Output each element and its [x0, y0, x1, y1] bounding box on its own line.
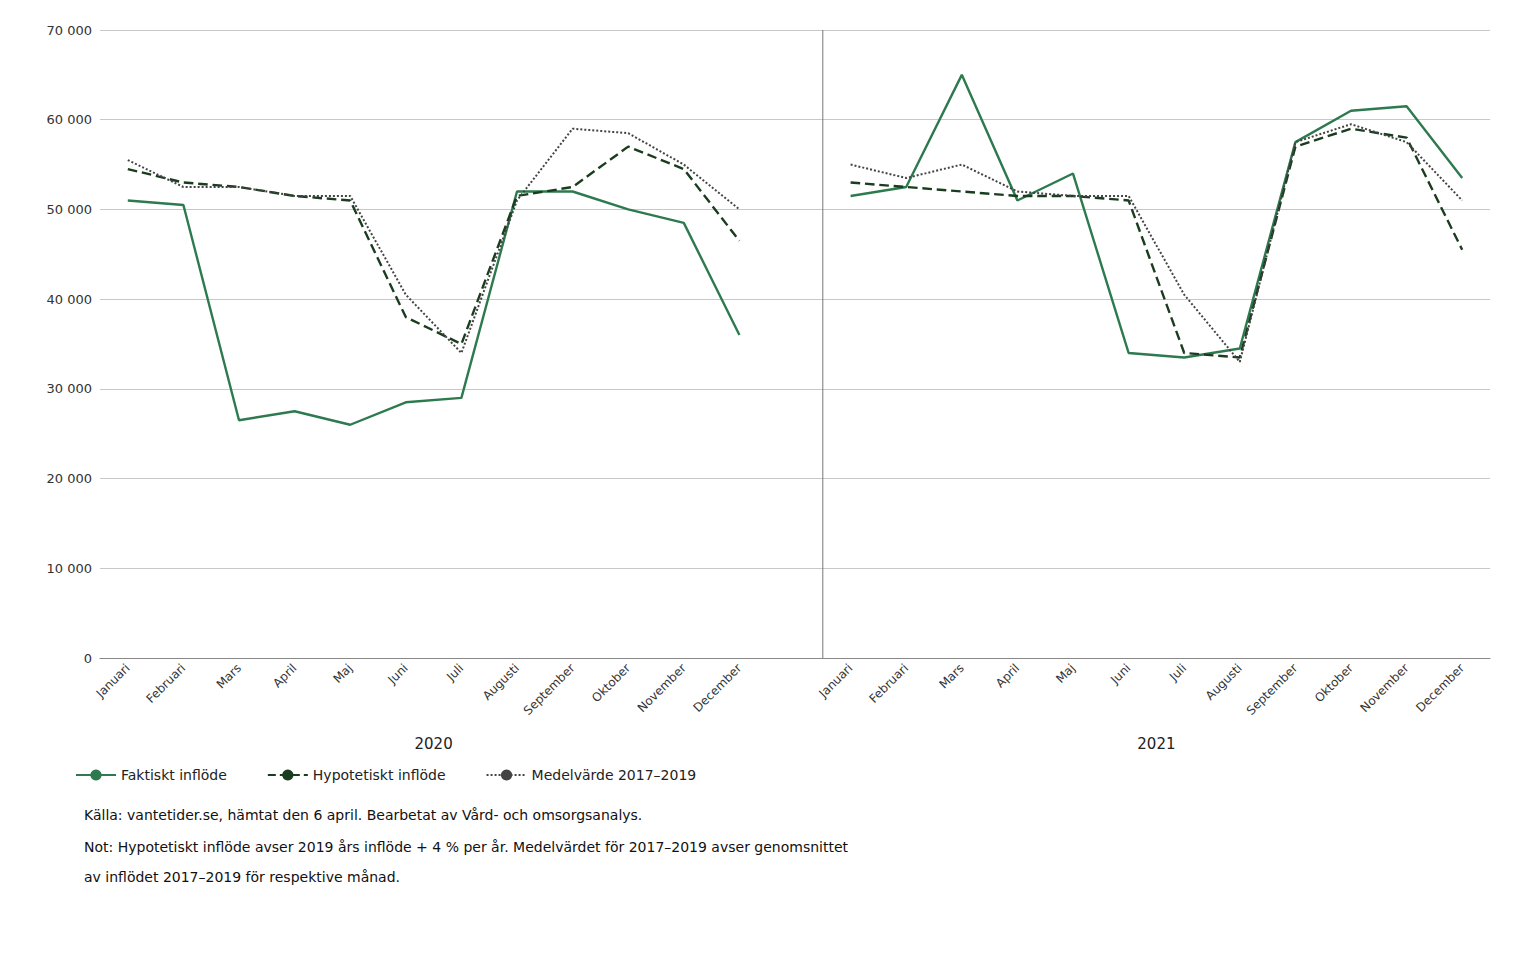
svg-text:Februari: Februari: [866, 661, 911, 706]
svg-text:Februari: Februari: [144, 661, 189, 706]
svg-text:Mars: Mars: [214, 661, 244, 691]
svg-text:Maj: Maj: [1053, 661, 1078, 686]
svg-text:Oktober: Oktober: [1312, 661, 1356, 705]
svg-text:30 000: 30 000: [47, 381, 93, 396]
svg-text:April: April: [270, 661, 299, 690]
svg-text:December: December: [1413, 661, 1467, 715]
svg-text:0: 0: [84, 651, 92, 666]
svg-text:60 000: 60 000: [47, 112, 93, 127]
svg-text:Maj: Maj: [330, 661, 355, 686]
svg-text:20 000: 20 000: [47, 471, 93, 486]
svg-text:Januari: Januari: [815, 661, 855, 701]
svg-text:April: April: [993, 661, 1022, 690]
svg-text:December: December: [690, 661, 744, 715]
svg-text:40 000: 40 000: [47, 292, 93, 307]
svg-text:Juni: Juni: [385, 661, 411, 687]
svg-text:Juli: Juli: [1166, 661, 1189, 684]
svg-text:Källa: vantetider.se, hämtat d: Källa: vantetider.se, hämtat den 6 april…: [84, 807, 642, 823]
svg-text:70 000: 70 000: [47, 23, 93, 38]
svg-text:September: September: [1244, 661, 1301, 718]
svg-text:Augusti: Augusti: [480, 661, 522, 703]
svg-text:Not: Hypotetiskt inflöde avser: Not: Hypotetiskt inflöde avser 2019 års …: [84, 839, 849, 855]
svg-text:Faktiskt inflöde: Faktiskt inflöde: [121, 767, 227, 783]
svg-text:Juli: Juli: [443, 661, 466, 684]
svg-text:Augusti: Augusti: [1203, 661, 1245, 703]
svg-text:10 000: 10 000: [47, 561, 93, 576]
svg-text:Medelvärde 2017–2019: Medelvärde 2017–2019: [532, 767, 697, 783]
svg-text:Mars: Mars: [936, 661, 966, 691]
svg-text:November: November: [1358, 661, 1412, 715]
svg-text:50 000: 50 000: [47, 202, 93, 217]
svg-text:Oktober: Oktober: [589, 661, 633, 705]
svg-text:November: November: [635, 661, 689, 715]
svg-text:2021: 2021: [1137, 735, 1175, 753]
svg-text:av inflödet 2017–2019 för resp: av inflödet 2017–2019 för respektive mån…: [84, 869, 400, 885]
svg-text:Juni: Juni: [1107, 661, 1133, 687]
svg-text:2020: 2020: [415, 735, 453, 753]
svg-text:Januari: Januari: [93, 661, 133, 701]
svg-text:Hypotetiskt inflöde: Hypotetiskt inflöde: [313, 767, 446, 783]
svg-text:September: September: [521, 661, 578, 718]
